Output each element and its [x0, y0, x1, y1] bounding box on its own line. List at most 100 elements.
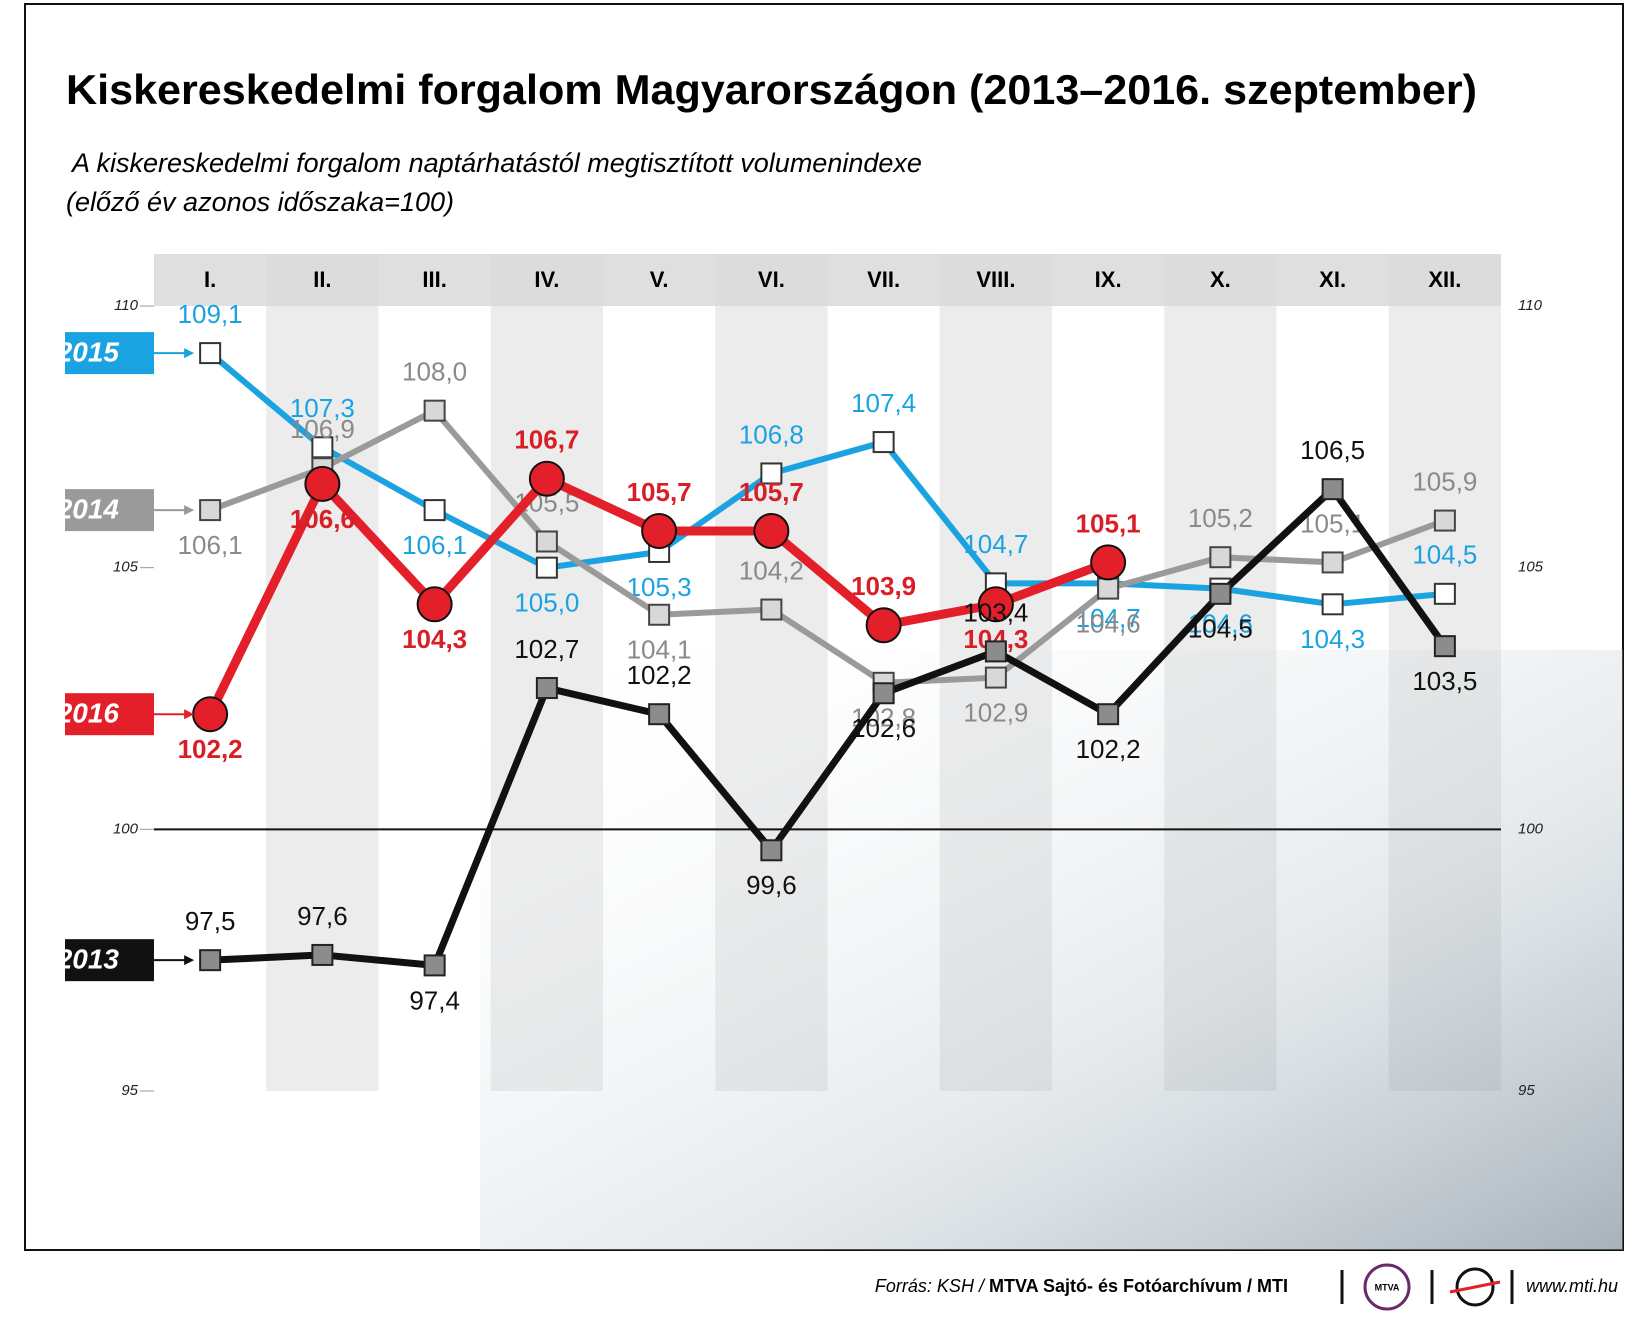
- marker: [977, 586, 1014, 623]
- marker: [423, 499, 446, 522]
- x-tick-label: XI.: [1319, 267, 1346, 292]
- y-tick-label: 100: [113, 820, 139, 837]
- x-tick-label: V.: [650, 267, 669, 292]
- marker: [423, 954, 446, 977]
- value-label: 104,2: [739, 555, 804, 585]
- x-tick-label: II.: [313, 267, 331, 292]
- marker: [753, 513, 790, 550]
- marker: [528, 460, 565, 497]
- value-label: 104,3: [1300, 624, 1365, 654]
- marker: [199, 949, 222, 972]
- marker: [416, 586, 453, 623]
- y2-tick-label: 110: [1518, 297, 1543, 314]
- value-label: 104,1: [627, 635, 692, 665]
- y-tick-label: 105: [113, 559, 139, 576]
- value-label: 102,2: [178, 734, 243, 764]
- marker: [192, 696, 229, 733]
- marker: [648, 603, 671, 626]
- subtitle: (előző év azonos időszaka=100): [66, 187, 454, 217]
- value-label: 102,9: [963, 697, 1028, 727]
- value-label: 103,5: [1412, 666, 1477, 696]
- logo: [1449, 1280, 1501, 1294]
- legend-arrowhead: [184, 348, 195, 359]
- marker: [199, 342, 222, 365]
- photo-backdrop: [480, 650, 1623, 1250]
- source-name: MTVA Sajtó- és Fotóarchívum / MTI: [989, 1276, 1288, 1296]
- value-label: 104,5: [1412, 540, 1477, 570]
- value-label: 97,4: [409, 985, 460, 1015]
- y-tick-label: 95: [121, 1082, 138, 1099]
- value-label: 106,6: [290, 504, 355, 534]
- marker: [1209, 546, 1232, 569]
- value-label: 104,5: [1188, 614, 1253, 644]
- value-label: 106,9: [290, 414, 355, 444]
- value-label: 105,3: [627, 572, 692, 602]
- value-label: 106,1: [178, 530, 243, 560]
- series: 2015: [56, 332, 1456, 616]
- value-label: 102,6: [851, 713, 916, 743]
- legend-arrowhead: [184, 955, 195, 966]
- series-line: [209, 485, 1448, 969]
- marker: [872, 682, 895, 705]
- marker: [641, 513, 678, 550]
- marker: [1433, 635, 1456, 658]
- source-prefix: Forrás: KSH /: [875, 1276, 986, 1296]
- marker: [304, 465, 341, 502]
- legend-label: 2013: [56, 944, 120, 975]
- marker: [865, 607, 902, 644]
- value-label: 104,6: [1076, 608, 1141, 638]
- value-label: 105,7: [739, 477, 804, 507]
- y2-tick-label: 105: [1518, 559, 1544, 576]
- series-line: [208, 350, 1446, 608]
- legend-label: 2014: [56, 493, 120, 524]
- logo-text: MTVA: [1375, 1282, 1400, 1292]
- value-label: 103,4: [963, 597, 1028, 627]
- value-label: 105,7: [627, 477, 692, 507]
- value-label: 103,9: [851, 571, 916, 601]
- marker: [423, 399, 446, 422]
- legend-label: 2015: [56, 336, 120, 367]
- marker: [1433, 582, 1456, 605]
- x-tick-label: VI.: [758, 267, 785, 292]
- legend-arrowhead: [184, 709, 195, 720]
- value-label: 104,3: [402, 624, 467, 654]
- marker: [1321, 478, 1344, 501]
- y2-tick-label: 100: [1518, 820, 1544, 837]
- marker: [984, 666, 1007, 689]
- value-label: 99,6: [746, 870, 797, 900]
- series-line: [209, 407, 1446, 686]
- marker: [760, 839, 783, 862]
- marker: [760, 462, 783, 485]
- marker: [1433, 509, 1456, 532]
- footer: Forrás: KSH / MTVA Sajtó- és Fotóarchívu…: [875, 1263, 1618, 1311]
- value-label: 105,2: [1188, 503, 1253, 533]
- value-label: 106,8: [739, 419, 804, 449]
- value-label: 102,2: [627, 660, 692, 690]
- value-label: 105,0: [514, 588, 579, 618]
- value-label: 97,6: [297, 901, 348, 931]
- value-label: 107,3: [290, 393, 355, 423]
- marker: [1090, 544, 1127, 581]
- x-tick-label: I.: [204, 267, 216, 292]
- x-tick-label: XII.: [1428, 267, 1461, 292]
- source: Forrás: KSH / MTVA Sajtó- és Fotóarchívu…: [875, 1276, 1288, 1296]
- x-tick-label: X.: [1210, 267, 1231, 292]
- value-label: 109,1: [178, 299, 243, 329]
- marker: [535, 677, 558, 700]
- x-tick-label: IV.: [534, 267, 559, 292]
- value-label: 105,9: [1412, 466, 1477, 496]
- x-tick-label: IX.: [1095, 267, 1122, 292]
- marker: [1097, 577, 1120, 600]
- series: 2014: [56, 399, 1456, 694]
- marker: [984, 640, 1007, 663]
- y-tick-label: 110: [114, 297, 139, 314]
- x-tick-label: VII.: [867, 267, 900, 292]
- subtitle: A kiskereskedelmi forgalom naptárhatástó…: [70, 148, 922, 178]
- logo: [1363, 1263, 1411, 1311]
- x-tick-label: VIII.: [976, 267, 1015, 292]
- marker: [1321, 551, 1344, 574]
- value-label: 97,5: [185, 906, 236, 936]
- marker: [760, 598, 783, 621]
